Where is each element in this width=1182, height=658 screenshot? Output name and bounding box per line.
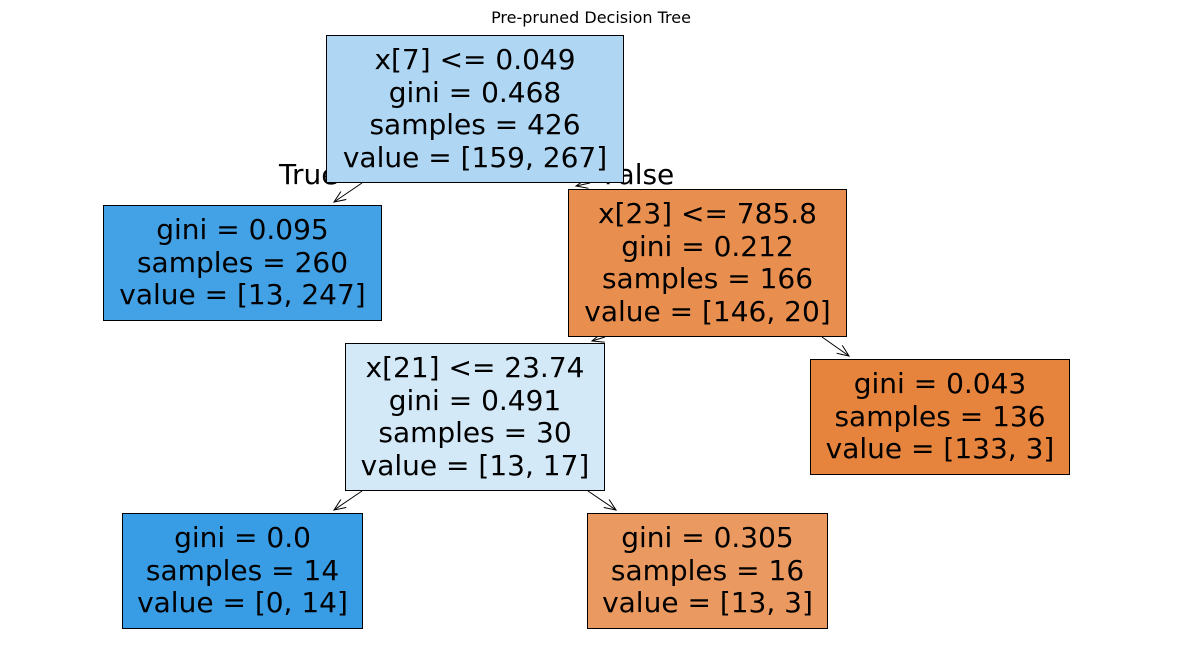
node-line: gini = 0.0 <box>174 521 311 555</box>
edge-root-right <box>576 183 591 186</box>
edge-mid-ll <box>334 490 363 510</box>
node-line: x[21] <= 23.74 <box>365 351 585 384</box>
node-line: samples = 426 <box>369 108 581 141</box>
edge-right-rightleaf <box>821 336 849 356</box>
node-line: samples = 260 <box>136 245 349 279</box>
node-line: value = [13, 3] <box>602 586 813 620</box>
node-line: gini = 0.468 <box>388 75 562 109</box>
node-line: samples = 14 <box>145 553 340 587</box>
node-line: gini = 0.095 <box>156 213 329 247</box>
node-line: value = [159, 267] <box>342 140 608 174</box>
node-line: x[7] <= 0.049 <box>374 43 576 76</box>
node-line: gini = 0.212 <box>621 229 794 263</box>
tree-node-ll-leaf: gini = 0.0 samples = 14 value = [0, 14] <box>122 513 363 629</box>
edge-root-left <box>334 182 363 202</box>
node-line: samples = 16 <box>610 553 805 587</box>
node-line: value = [146, 20] <box>584 294 831 328</box>
node-line: x[23] <= 785.8 <box>598 197 817 230</box>
node-line: gini = 0.043 <box>853 367 1027 401</box>
tree-node-lr-leaf: gini = 0.305 samples = 16 value = [13, 3… <box>587 513 828 629</box>
node-line: samples = 166 <box>601 262 814 295</box>
tree-node-right-leaf: gini = 0.043 samples = 136 value = [133,… <box>810 359 1070 475</box>
node-line: value = [133, 3] <box>825 432 1055 466</box>
node-line: value = [13, 247] <box>119 278 366 312</box>
node-line: gini = 0.305 <box>621 521 794 555</box>
tree-node-left-leaf: gini = 0.095 samples = 260 value = [13, … <box>103 205 382 321</box>
node-line: samples = 30 <box>378 416 572 449</box>
node-line: value = [0, 14] <box>137 586 348 620</box>
tree-node-right-split: x[23] <= 785.8 gini = 0.212 samples = 16… <box>568 189 847 337</box>
tree-node-mid-split: x[21] <= 23.74 gini = 0.491 samples = 30… <box>345 343 605 491</box>
chart-title: Pre-pruned Decision Tree <box>491 8 691 27</box>
edge-mid-lr <box>587 490 616 510</box>
node-line: value = [13, 17] <box>360 448 590 482</box>
tree-node-root: x[7] <= 0.049 gini = 0.468 samples = 426… <box>326 35 624 183</box>
node-line: samples = 136 <box>834 399 1046 433</box>
edge-right-mid <box>592 337 606 341</box>
node-line: gini = 0.491 <box>388 383 562 417</box>
